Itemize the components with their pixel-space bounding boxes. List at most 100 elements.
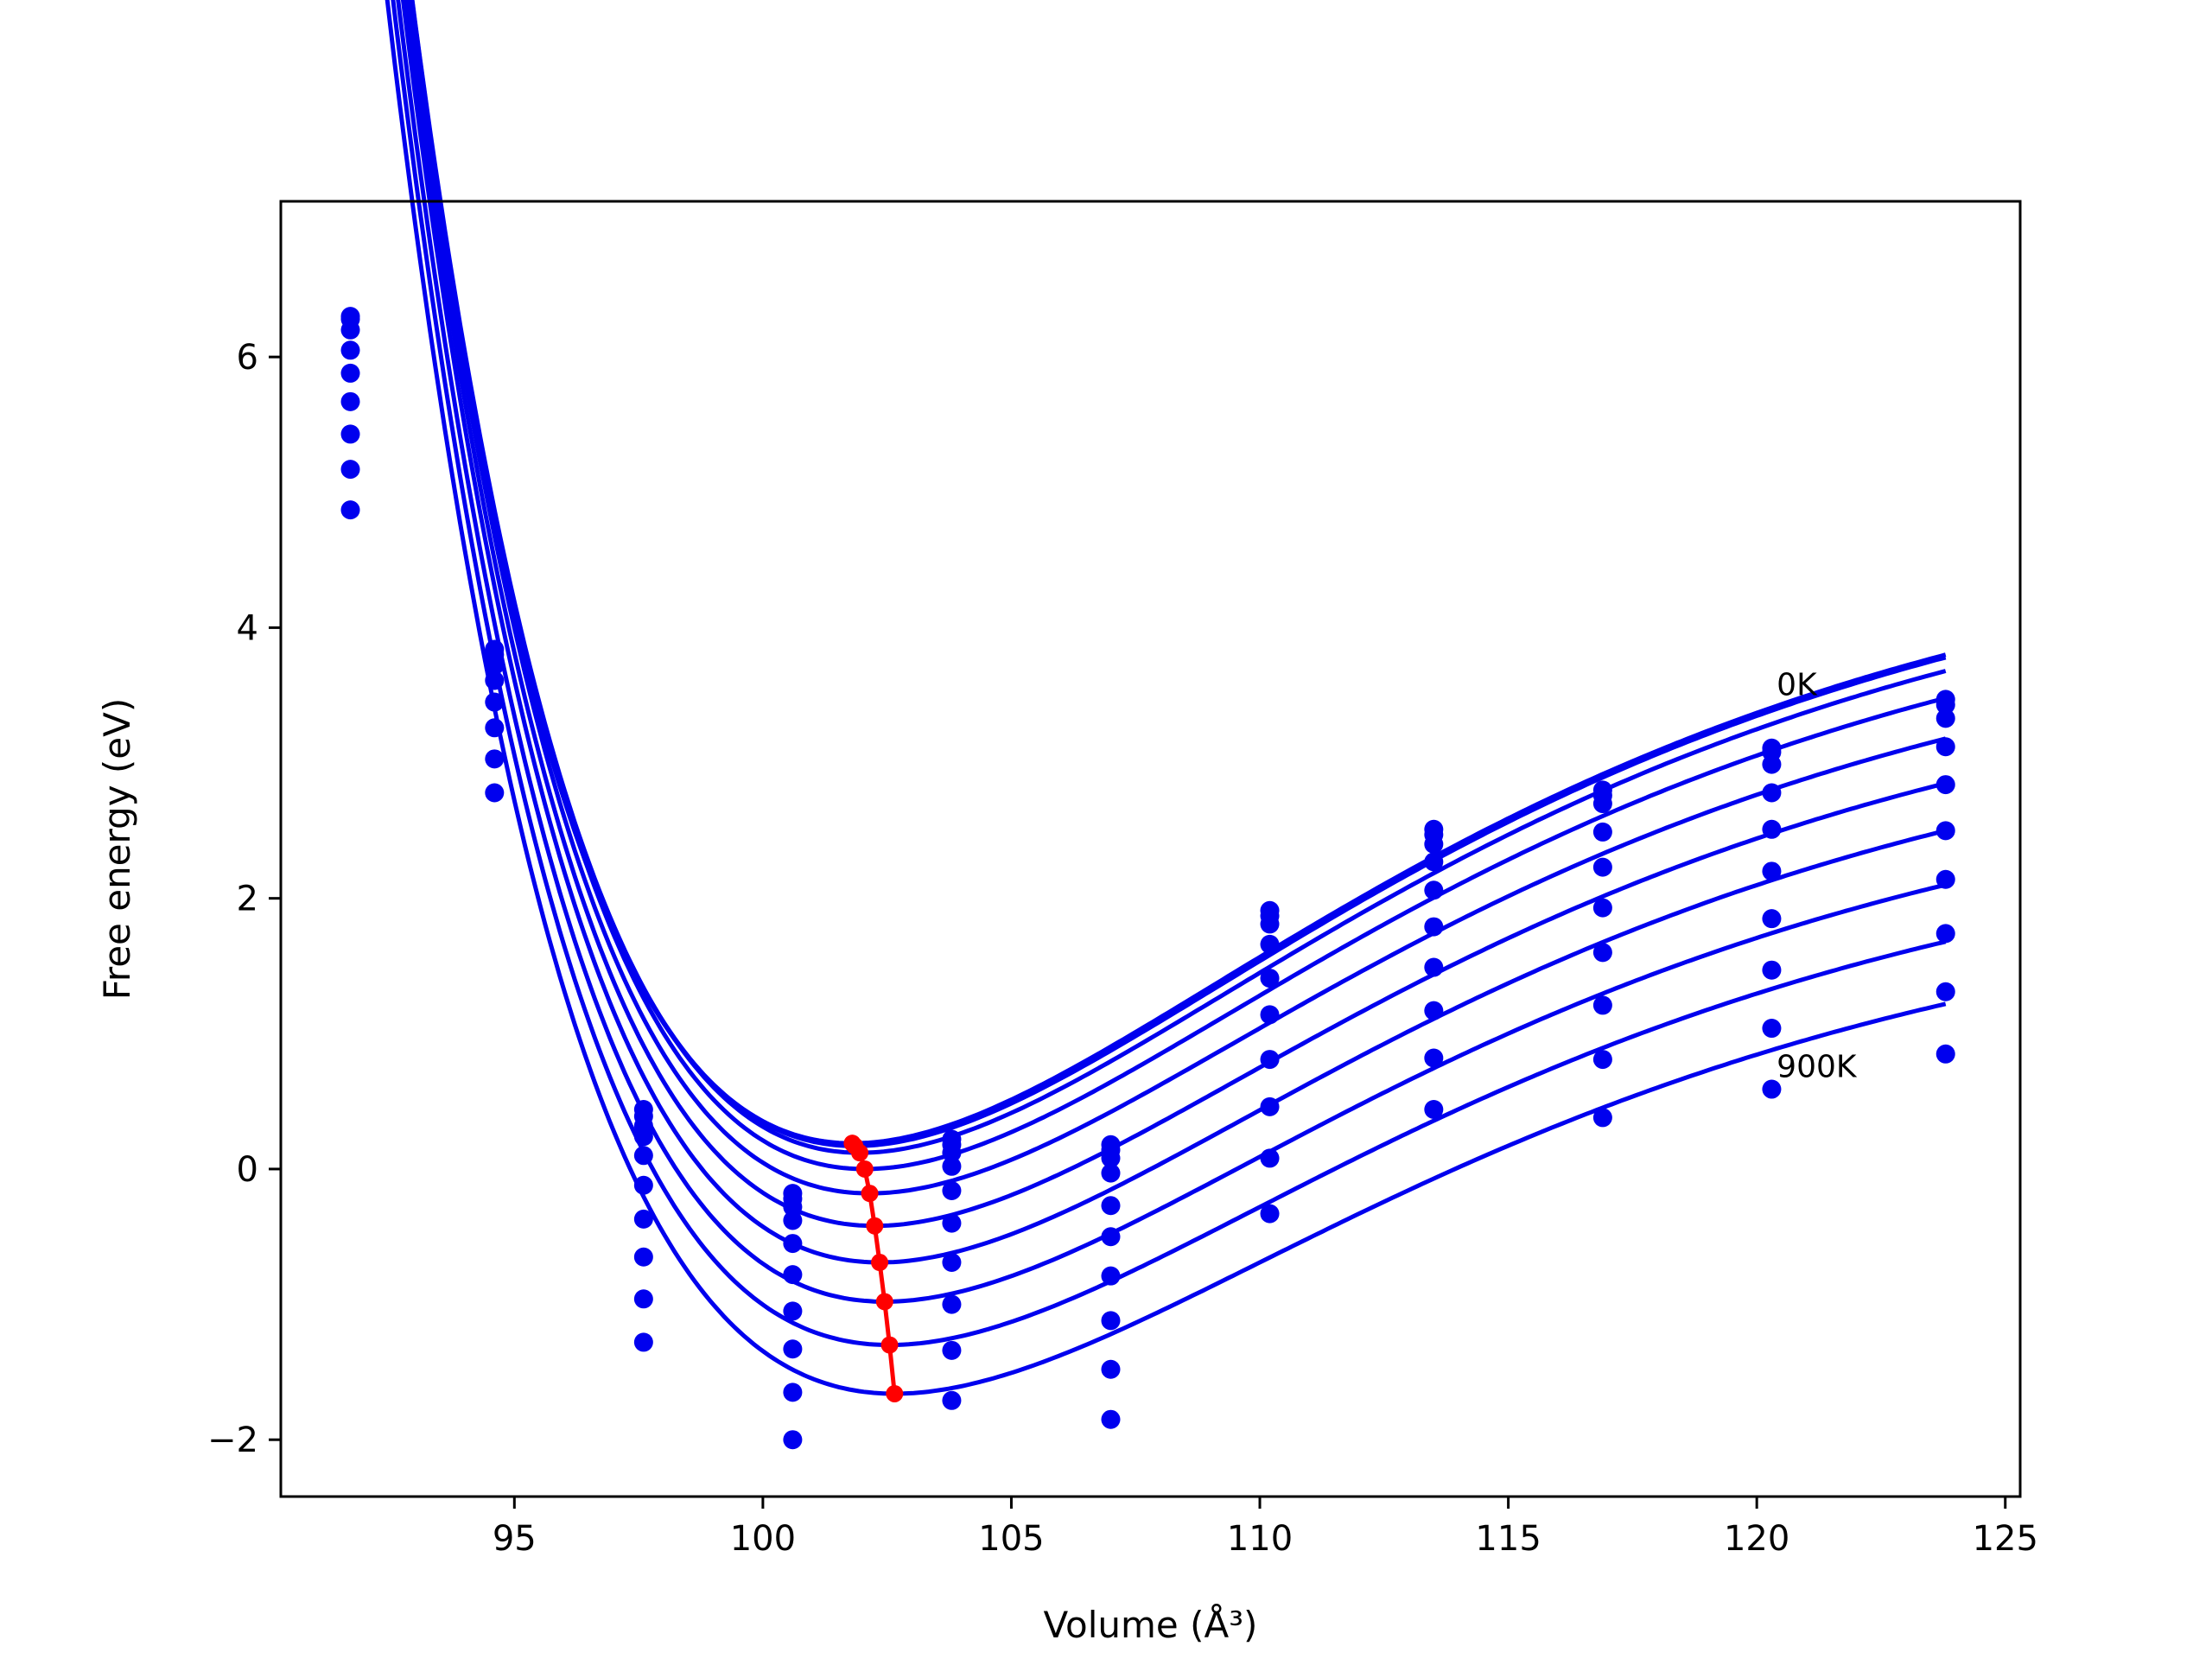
data-point xyxy=(1936,1044,1955,1064)
data-point xyxy=(485,749,505,769)
y-axis-ticks: −2 0 2 4 6 xyxy=(207,338,281,1460)
x-tick-label: 100 xyxy=(730,1519,796,1559)
data-point xyxy=(1936,982,1955,1001)
data-point xyxy=(1936,709,1955,728)
fit-curve-500k xyxy=(404,0,1947,1229)
data-point xyxy=(633,1146,653,1166)
fit-curve-700k xyxy=(396,0,1947,1304)
data-point xyxy=(633,1175,653,1195)
data-point xyxy=(340,424,360,444)
data-point xyxy=(942,1156,962,1176)
data-point xyxy=(1101,1148,1121,1168)
data-point xyxy=(783,1197,803,1217)
data-point xyxy=(1101,1227,1121,1247)
fit-curve-900k xyxy=(385,0,1947,1396)
data-point xyxy=(1101,1163,1121,1183)
data-point xyxy=(783,1234,803,1254)
data-point xyxy=(783,1339,803,1359)
fit-curve-800k xyxy=(391,0,1947,1348)
curve-label-900k: 900K xyxy=(1777,1049,1858,1084)
data-point xyxy=(1260,1050,1280,1070)
data-point xyxy=(783,1265,803,1285)
data-point xyxy=(1101,1196,1121,1216)
data-point xyxy=(783,1430,803,1450)
data-point xyxy=(942,1213,962,1233)
minimum-point xyxy=(851,1144,869,1162)
data-point xyxy=(340,391,360,411)
data-point xyxy=(1424,852,1444,872)
minimum-point xyxy=(861,1185,879,1203)
data-point xyxy=(1424,835,1444,855)
fit-curve-200k xyxy=(410,0,1947,1155)
data-points xyxy=(340,307,1955,1450)
data-point xyxy=(1936,695,1955,715)
data-point xyxy=(1424,957,1444,977)
data-point xyxy=(340,320,360,340)
x-tick-label: 115 xyxy=(1475,1519,1541,1559)
fit-curve-100k xyxy=(407,0,1947,1148)
data-point xyxy=(633,1289,653,1309)
data-point xyxy=(1101,1409,1121,1429)
y-tick-label: 6 xyxy=(237,338,258,378)
data-point xyxy=(1260,914,1280,934)
data-point xyxy=(1762,783,1782,803)
minimum-path-line xyxy=(850,1141,897,1395)
data-point xyxy=(1424,1001,1444,1020)
fit-curve-300k xyxy=(410,0,1947,1172)
x-axis-label: Volume (Å³) xyxy=(1044,1603,1258,1646)
data-point xyxy=(1592,995,1612,1015)
data-point xyxy=(942,1253,962,1273)
data-point xyxy=(1592,857,1612,877)
data-point xyxy=(783,1382,803,1402)
data-point xyxy=(1424,1048,1444,1068)
data-point xyxy=(1762,1019,1782,1039)
data-point xyxy=(1936,924,1955,944)
data-point xyxy=(1762,754,1782,774)
x-tick-label: 120 xyxy=(1724,1519,1789,1559)
data-point xyxy=(1260,1005,1280,1025)
x-tick-label: 110 xyxy=(1227,1519,1293,1559)
minimum-point xyxy=(871,1254,889,1272)
y-tick-label: −2 xyxy=(207,1421,258,1460)
data-point xyxy=(1762,819,1782,839)
data-point xyxy=(942,1340,962,1360)
x-tick-label: 125 xyxy=(1973,1519,2038,1559)
data-point xyxy=(1592,794,1612,814)
data-point xyxy=(1936,775,1955,795)
data-point xyxy=(1260,934,1280,954)
plot-frame xyxy=(279,200,2022,1498)
x-tick-label: 95 xyxy=(493,1519,537,1559)
data-point xyxy=(783,1301,803,1321)
minimum-point xyxy=(866,1217,884,1235)
data-point xyxy=(340,500,360,520)
curve-label-0k: 0K xyxy=(1777,668,1818,703)
data-point xyxy=(340,460,360,480)
data-point xyxy=(1260,1096,1280,1116)
data-point xyxy=(783,1211,803,1230)
data-point xyxy=(942,1294,962,1314)
data-point xyxy=(1936,737,1955,757)
data-point xyxy=(1592,898,1612,918)
minimum-point xyxy=(875,1293,893,1311)
data-point xyxy=(485,671,505,690)
y-tick-label: 0 xyxy=(237,1150,258,1190)
data-point xyxy=(1101,1359,1121,1379)
fit-curve-600k xyxy=(400,0,1947,1265)
data-point xyxy=(1592,1108,1612,1128)
data-point xyxy=(1101,1311,1121,1331)
data-point xyxy=(1101,1266,1121,1286)
minimum-point xyxy=(855,1160,874,1178)
data-point xyxy=(485,656,505,676)
data-point xyxy=(942,1390,962,1410)
data-point xyxy=(633,1209,653,1229)
data-point xyxy=(1762,1079,1782,1099)
data-point xyxy=(340,363,360,383)
fit-curve-400k xyxy=(406,0,1947,1196)
data-point xyxy=(1260,1148,1280,1168)
y-tick-label: 2 xyxy=(237,880,258,919)
data-point xyxy=(1762,909,1782,929)
y-axis-label: Free energy (eV) xyxy=(96,698,138,1001)
y-tick-label: 4 xyxy=(237,608,258,648)
data-point xyxy=(1260,969,1280,988)
